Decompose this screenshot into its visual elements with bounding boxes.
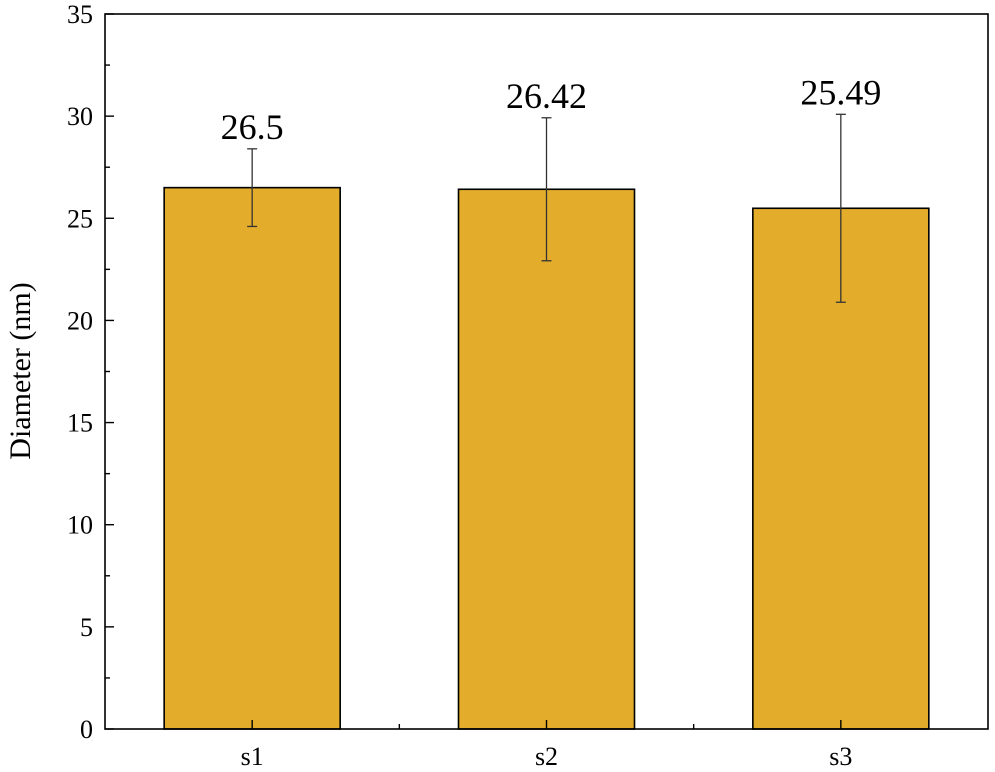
y-tick-label: 35 (67, 0, 93, 29)
data-label-s2: 26.42 (506, 76, 587, 116)
y-tick-label: 20 (67, 306, 93, 335)
x-tick-label-s2: s2 (535, 742, 558, 771)
x-tick-label-s3: s3 (829, 742, 852, 771)
y-tick-label: 25 (67, 204, 93, 233)
bar-s2 (457, 188, 636, 730)
data-label-s3: 25.49 (800, 72, 881, 112)
y-tick-label: 5 (80, 613, 93, 642)
y-tick-label: 15 (67, 409, 93, 438)
plot-area: 26.5 26.42 25.49 0 5 10 15 20 25 30 35 s1 s2 s3 (67, 0, 989, 771)
y-tick-label: 30 (67, 102, 93, 131)
y-tick-label: 10 (67, 511, 93, 540)
data-label-s1: 26.5 (221, 107, 284, 147)
x-tick-label-s1: s1 (241, 742, 264, 771)
bar-s1 (163, 186, 341, 730)
y-tick-label: 0 (80, 715, 93, 744)
y-axis-title: Diameter (nm) (4, 282, 37, 459)
